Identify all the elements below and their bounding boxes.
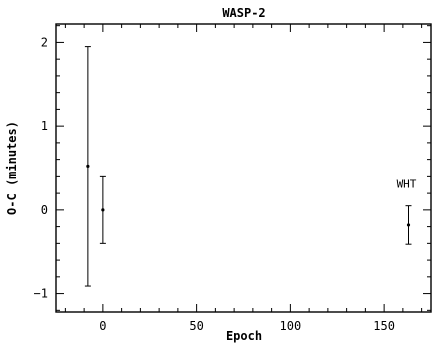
data-point-1	[99, 175, 106, 244]
y-tick-label-0: −1	[34, 287, 48, 301]
y-axis-label: O-C (minutes)	[5, 121, 19, 215]
x-tick-label-2: 100	[280, 319, 302, 333]
x-tick-labels: 0 50 100 150	[99, 319, 395, 333]
y-tick-labels: −1 0 1 2	[34, 35, 48, 300]
wht-annotation: WHT	[397, 177, 417, 190]
data-point-2	[405, 205, 412, 245]
y-tick-label-3: 2	[41, 35, 48, 49]
axis-ticks	[56, 24, 431, 312]
x-tick-label-3: 150	[373, 319, 395, 333]
point-marker	[86, 164, 90, 168]
data-points	[84, 46, 412, 287]
x-tick-label-0: 0	[99, 319, 106, 333]
chart-title: WASP-2	[222, 6, 265, 20]
x-tick-label-1: 50	[189, 319, 203, 333]
plot-frame	[55, 23, 432, 313]
y-tick-label-1: 0	[41, 203, 48, 217]
data-point-0	[84, 46, 91, 287]
x-axis-label: Epoch	[226, 329, 262, 343]
y-tick-label-2: 1	[41, 119, 48, 133]
point-marker	[406, 223, 411, 227]
point-marker	[101, 208, 105, 212]
